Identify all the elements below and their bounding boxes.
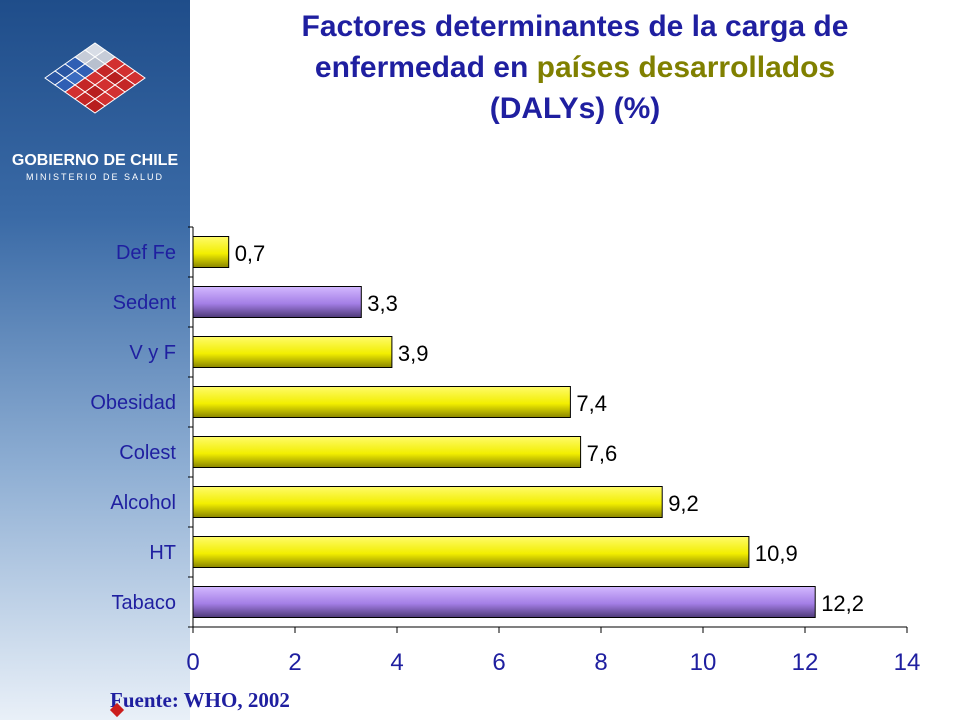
bar	[192, 236, 230, 268]
category-label: V y F	[129, 342, 176, 364]
page-title: Factores determinantes de la carga de en…	[200, 6, 950, 129]
data-label: 9,2	[668, 491, 699, 516]
sidebar-banner: GOBIERNO DE CHILE MINISTERIO DE SALUD	[0, 0, 190, 720]
data-label: 3,9	[398, 341, 429, 366]
category-label: Def Fe	[116, 242, 176, 264]
x-tick-label: 8	[594, 649, 607, 676]
category-label: Alcohol	[110, 492, 176, 514]
x-tick-label: 6	[492, 649, 505, 676]
source-note: Fuente: WHO, 2002	[110, 688, 290, 712]
category-label: Tabaco	[112, 592, 177, 614]
data-label: 12,2	[821, 591, 864, 616]
government-logo-icon	[44, 42, 146, 114]
x-tick-label: 0	[186, 649, 199, 676]
category-label: HT	[149, 542, 176, 564]
bar	[192, 586, 816, 618]
data-label: 3,3	[367, 291, 398, 316]
category-label: Obesidad	[90, 392, 176, 414]
x-tick-label: 10	[690, 649, 717, 676]
bar	[192, 486, 663, 518]
data-label: 7,4	[576, 391, 607, 416]
title-line-1: Factores determinantes de la carga de	[301, 10, 849, 43]
x-tick-label: 4	[390, 649, 403, 676]
data-label: 10,9	[755, 541, 798, 566]
category-label: Sedent	[113, 292, 177, 314]
bar	[192, 286, 362, 318]
x-tick-label: 2	[288, 649, 301, 676]
data-label: 0,7	[235, 241, 266, 266]
brand-name: GOBIERNO DE CHILE	[11, 152, 179, 169]
title-line-2b: países desarrollados	[536, 51, 836, 84]
data-label: 7,6	[587, 441, 618, 466]
x-tick-label: 14	[894, 649, 921, 676]
x-tick-label: 12	[792, 649, 819, 676]
title-line-3: (DALYs) (%)	[489, 92, 661, 125]
category-label: Colest	[119, 442, 176, 464]
bar	[192, 436, 582, 468]
bar	[192, 536, 750, 568]
ministry-name: MINISTERIO DE SALUD	[25, 172, 164, 182]
title-line-2a: enfermedad en	[314, 51, 537, 84]
government-wordmark: GOBIERNO DE CHILE MINISTERIO DE SALUD	[0, 152, 190, 182]
bar	[192, 336, 393, 368]
bar	[192, 386, 571, 418]
